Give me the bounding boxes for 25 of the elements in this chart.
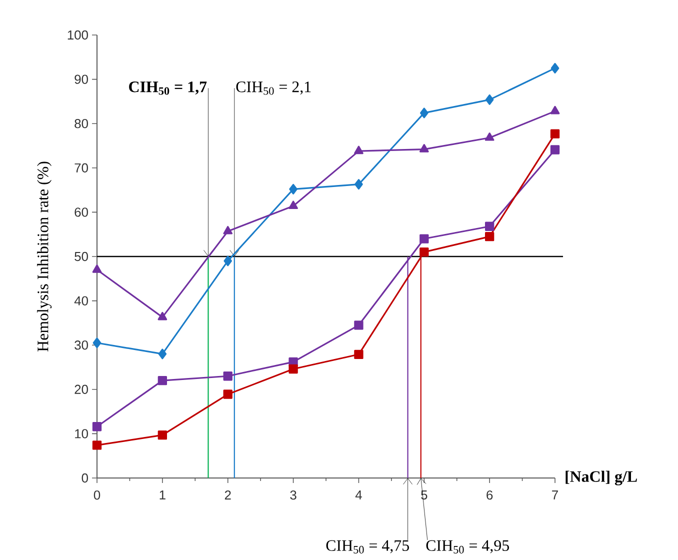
x-tick-label: 6 xyxy=(486,490,493,500)
y-tick-label: 30 xyxy=(74,340,88,350)
y-tick-label: 20 xyxy=(74,384,88,394)
x-tick-label: 5 xyxy=(421,490,428,500)
y-tick-label: 100 xyxy=(68,30,88,40)
y-tick-label: 50 xyxy=(74,252,88,262)
x-tick-label: 2 xyxy=(224,490,231,500)
x-tick-label: 7 xyxy=(552,490,558,500)
y-tick-label: 70 xyxy=(74,163,88,172)
x-axis-title: [NaCl] g/L xyxy=(566,470,637,486)
y-tick-label: 0 xyxy=(82,473,88,483)
x-tick-label: 1 xyxy=(160,490,166,500)
x-tick-label: 3 xyxy=(290,490,296,500)
y-tick-label: 10 xyxy=(75,429,88,438)
x-tick-label: 4 xyxy=(355,490,362,500)
ref-line-label: CIH$_{50}$ = 4,95 xyxy=(426,540,509,554)
x-tick-label: 0 xyxy=(94,490,100,500)
y-tick-label: 40 xyxy=(74,296,88,306)
ref-line-label: CIH$_{50}$ = 2,1 xyxy=(236,82,311,95)
y-tick-label: 80 xyxy=(74,119,88,128)
y-tick-label: 60 xyxy=(74,208,88,217)
ref-line-label: CIH$_{50}$ = 4,75 xyxy=(326,540,409,554)
y-tick-label: 90 xyxy=(74,74,88,84)
y-axis-title: Hemolysis Inhibition rate (%) xyxy=(37,162,52,352)
ref-line-label: CIH$_{50}$ = 1,7 xyxy=(129,82,207,95)
